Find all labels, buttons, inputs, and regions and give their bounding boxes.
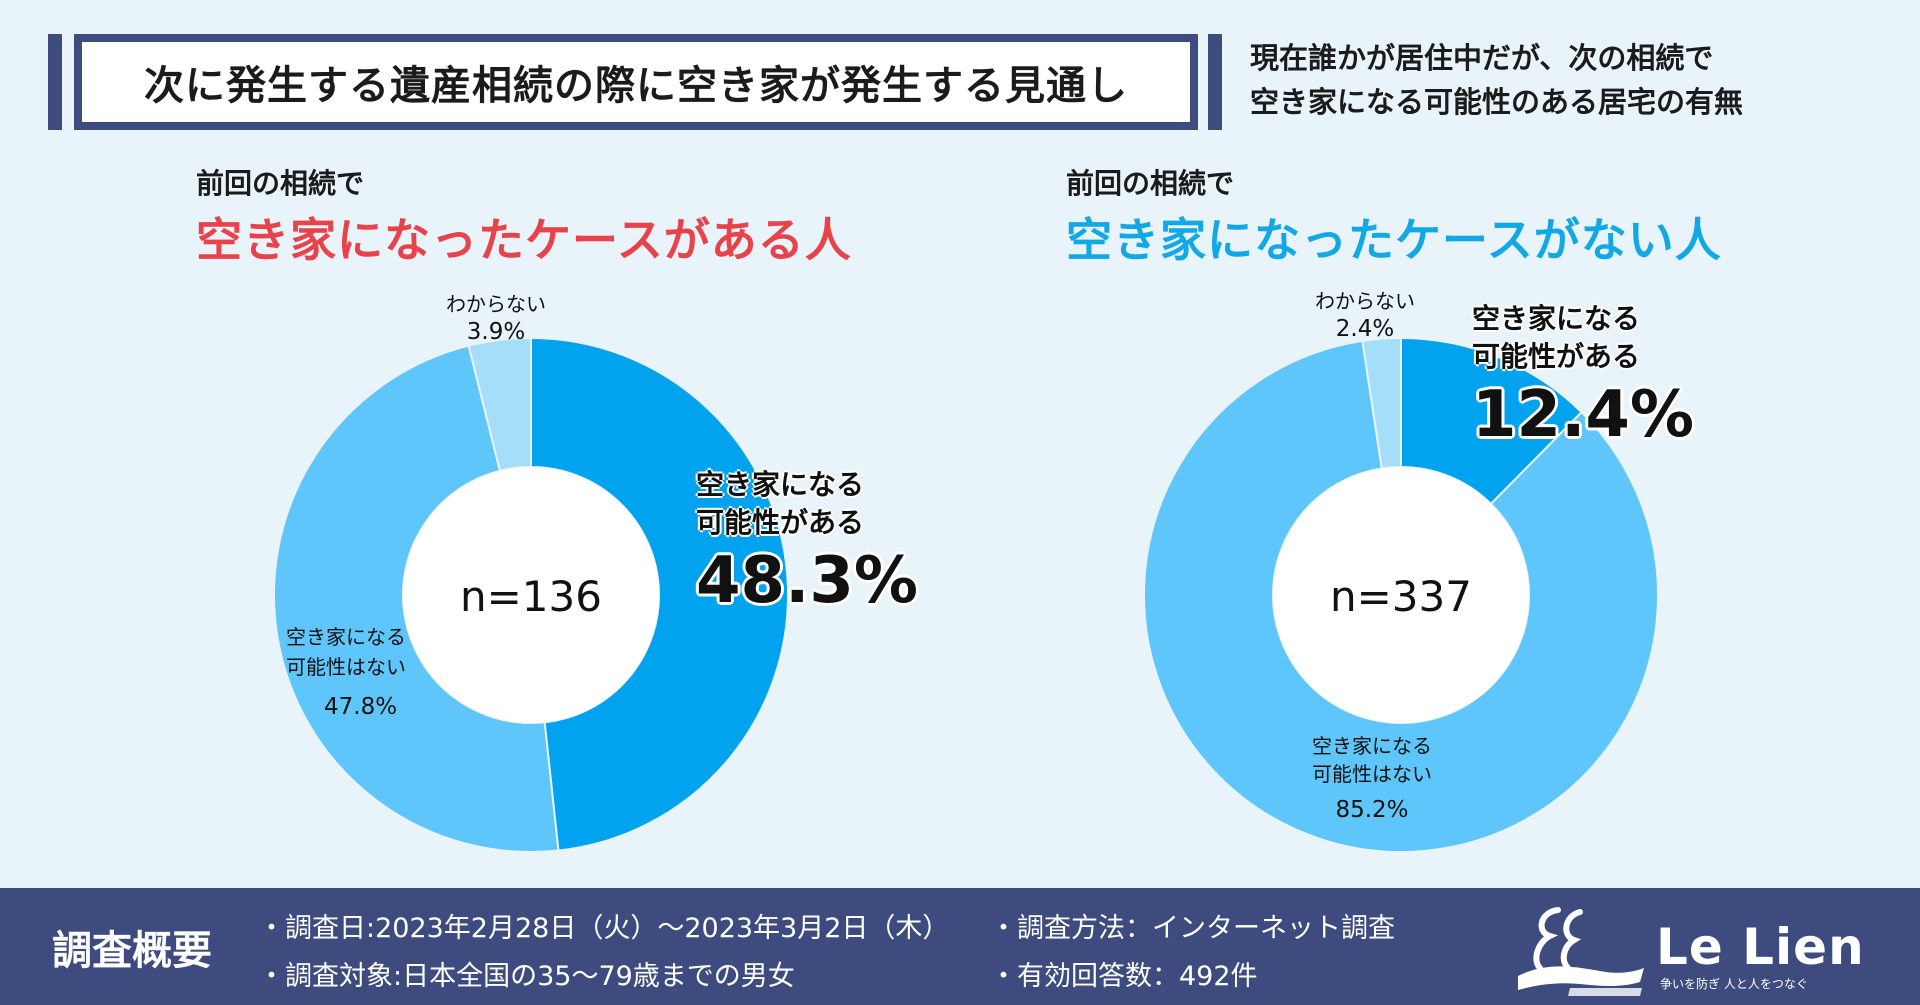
panel1-unknown-label: わからない 3.9% — [436, 290, 556, 346]
donut-chart-2 — [1143, 336, 1659, 853]
panel2-no-label: 空き家になる 可能性はない 85.2% — [1302, 732, 1442, 824]
panel2-yes-line1: 空き家になる — [1472, 302, 1641, 335]
footer-item-target: ・調査対象:日本全国の35～79歳までの男女 — [258, 961, 795, 992]
panel2-yes-label: 空き家になる 可能性がある 12.4% — [1472, 300, 1694, 452]
panel1-no-line1: 空き家になる — [286, 625, 406, 649]
panel1-yes-line1: 空き家になる — [696, 468, 865, 501]
footer-item-count: ・有効回答数：492件 — [990, 961, 1258, 992]
panel1-no-label: 空き家になる 可能性はない 47.8% — [286, 622, 406, 722]
panel1-yes-pct: 48.3% — [696, 544, 919, 618]
panel1-unknown-pct: 3.9% — [466, 319, 526, 345]
panel2-unknown-text: わからない — [1315, 289, 1415, 313]
panel1-unknown-text: わからない — [446, 292, 546, 316]
panel2-pre: 前回の相続で — [1066, 167, 1235, 200]
panel2-unknown-pct: 2.4% — [1335, 316, 1395, 342]
lelien-logo-icon — [1518, 907, 1644, 996]
panel1-yes-line2: 可能性がある — [696, 506, 865, 539]
panel2-yes-line2: 可能性がある — [1472, 340, 1641, 373]
page-title: 次に発生する遺産相続の際に空き家が発生する見通し — [82, 42, 1190, 122]
panel2-heading: 空き家になったケースがない人 — [1066, 213, 1722, 267]
panel2-no-line1: 空き家になる — [1312, 734, 1432, 758]
panel1-no-line2: 可能性はない — [286, 655, 406, 679]
panel2-yes-pct: 12.4% — [1472, 378, 1695, 452]
footer-item-method: ・調査方法：インターネット調査 — [990, 913, 1395, 944]
donut-chart-1 — [273, 336, 789, 853]
panel2-no-line2: 可能性はない — [1312, 762, 1432, 786]
panel1-no-pct: 47.8% — [324, 694, 398, 720]
logo-text: Le Lien — [1656, 918, 1865, 976]
panel1-n-label: n=136 — [460, 572, 602, 621]
subtitle-line-1: 現在誰かが居住中だが、次の相続で — [1250, 41, 1714, 75]
footer-title: 調査概要 — [52, 928, 212, 974]
panel1-yes-label: 空き家になる 可能性がある 48.3% — [696, 466, 918, 618]
panel2-n-label: n=337 — [1330, 572, 1472, 621]
panel1-heading: 空き家になったケースがある人 — [196, 213, 852, 267]
title-accent-bar-right — [1208, 34, 1222, 130]
panel1-pre: 前回の相続で — [196, 167, 365, 200]
donut2-hole — [1273, 467, 1529, 723]
title-accent-bar-left — [48, 34, 62, 130]
logo-tagline: 争いを防ぎ 人と人をつなぐ — [1660, 977, 1808, 991]
subtitle-line-2: 空き家になる可能性のある居宅の有無 — [1250, 85, 1744, 119]
footer-item-date: ・調査日:2023年2月28日（火）～2023年3月2日（木） — [258, 913, 950, 944]
title-box: 次に発生する遺産相続の際に空き家が発生する見通し — [74, 34, 1198, 130]
panel2-no-pct: 85.2% — [1335, 797, 1409, 823]
subtitle: 現在誰かが居住中だが、次の相続で 空き家になる可能性のある居宅の有無 — [1250, 36, 1890, 124]
panel2-unknown-label: わからない 2.4% — [1305, 287, 1425, 343]
donut1-hole — [403, 467, 659, 723]
